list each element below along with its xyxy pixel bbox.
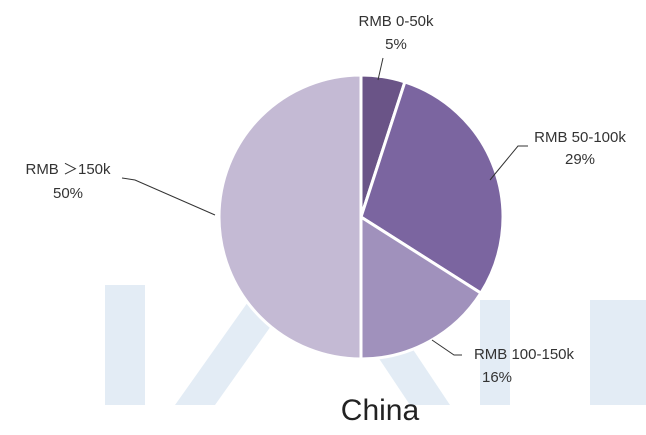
leader-line [121,177,216,216]
slice-value-label: 29% [565,151,595,168]
slice-label: RMB ＞150k [25,161,111,178]
watermark-shape [590,300,646,405]
leader-line [489,145,528,181]
pie-slice [217,73,363,361]
leader-line [431,339,462,356]
chart-title: China [341,394,420,427]
pie-slice [359,214,483,361]
pie-slice [359,80,505,296]
leader-line [377,57,384,81]
watermark-shape [480,300,510,405]
slice-value-label: 50% [53,185,83,202]
slice-label: RMB 0-50k [358,13,434,30]
slice-label: RMB 50-100k [534,129,626,146]
slice-value-label: 16% [482,369,512,386]
watermark-shape [105,285,145,405]
slice-label: RMB 100-150k [474,346,575,363]
slice-value-label: 5% [385,36,407,53]
